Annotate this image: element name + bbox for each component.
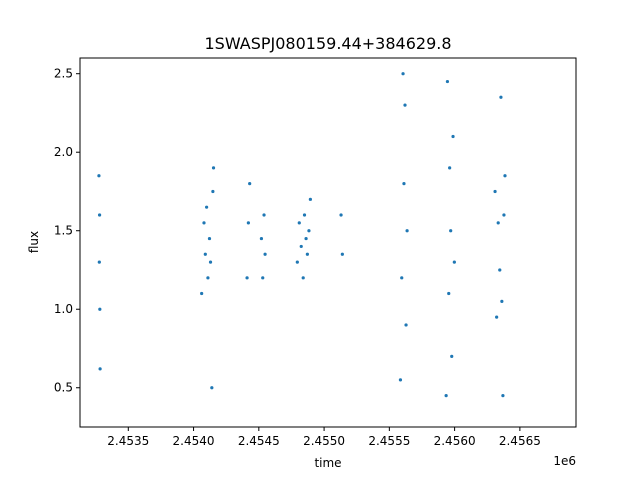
data-point (339, 213, 343, 217)
data-point (452, 260, 456, 264)
data-point (97, 174, 101, 178)
data-point (308, 197, 312, 201)
chart-title: 1SWASPJ080159.44+384629.8 (204, 34, 451, 53)
data-point (206, 276, 210, 280)
data-point (403, 103, 407, 107)
data-point (401, 72, 405, 76)
data-point (248, 182, 252, 186)
data-point (305, 252, 309, 256)
data-point (503, 174, 507, 178)
x-tick-label: 2.4545 (238, 434, 280, 448)
data-point (498, 268, 502, 272)
x-axis-label: time (314, 456, 341, 470)
y-axis-label: flux (27, 231, 41, 253)
data-point (205, 205, 209, 209)
data-point (263, 252, 267, 256)
data-point (400, 276, 404, 280)
x-tick-label: 2.4555 (368, 434, 410, 448)
data-point (245, 276, 249, 280)
x-tick-label: 2.4560 (434, 434, 476, 448)
data-point (448, 166, 452, 170)
data-point (97, 260, 101, 264)
data-point (502, 213, 506, 217)
data-point (450, 354, 454, 358)
x-axis-offset-label: 1e6 (553, 454, 576, 468)
y-tick-label: 1.0 (54, 302, 73, 316)
y-tick-label: 1.5 (54, 224, 73, 238)
plot-background (80, 58, 576, 427)
data-point (302, 213, 307, 217)
data-point (98, 307, 102, 311)
data-point (496, 221, 500, 225)
data-point (500, 299, 504, 303)
data-point (297, 221, 301, 225)
data-point (299, 244, 303, 249)
y-tick-label: 0.5 (54, 381, 73, 395)
plot-frame (79, 57, 577, 428)
data-point (295, 260, 299, 264)
data-point (304, 236, 308, 241)
data-point (200, 291, 204, 296)
y-axis-ticks: 0.5 1.0 1.5 2.0 2.5 (54, 67, 80, 395)
data-point (98, 367, 102, 371)
data-point (97, 213, 102, 217)
data-point (202, 221, 206, 225)
x-tick-label: 2.4550 (303, 434, 345, 448)
data-point (501, 394, 505, 398)
data-point (447, 291, 451, 296)
data-point (211, 189, 215, 194)
data-point (451, 134, 455, 139)
data-point (210, 386, 214, 390)
data-point (493, 189, 497, 194)
x-tick-label: 2.4540 (173, 434, 215, 448)
data-point (208, 260, 213, 264)
data-point (259, 236, 264, 241)
data-point (402, 182, 406, 186)
x-tick-label: 2.4565 (499, 434, 541, 448)
data-point (307, 229, 311, 233)
data-point (340, 252, 344, 256)
data-point (405, 229, 409, 233)
data-point (211, 166, 216, 170)
data-point (207, 236, 212, 241)
data-point (262, 213, 266, 217)
data-point (404, 323, 408, 327)
data-point (495, 315, 499, 319)
data-point (398, 378, 403, 382)
data-point (449, 229, 453, 233)
data-point (203, 252, 207, 256)
data-point (301, 276, 305, 280)
data-point (246, 221, 250, 225)
data-point (444, 394, 448, 398)
x-tick-label: 2.4535 (107, 434, 149, 448)
scatter-points (97, 72, 507, 398)
y-tick-label: 2.0 (54, 145, 73, 159)
data-point (499, 95, 503, 99)
data-point (445, 79, 450, 84)
y-tick-label: 2.5 (54, 67, 73, 81)
x-axis-ticks: 2.4535 2.4540 2.4545 2.4550 2.4555 2.4560 2.45… (107, 427, 541, 448)
data-point (261, 276, 265, 280)
